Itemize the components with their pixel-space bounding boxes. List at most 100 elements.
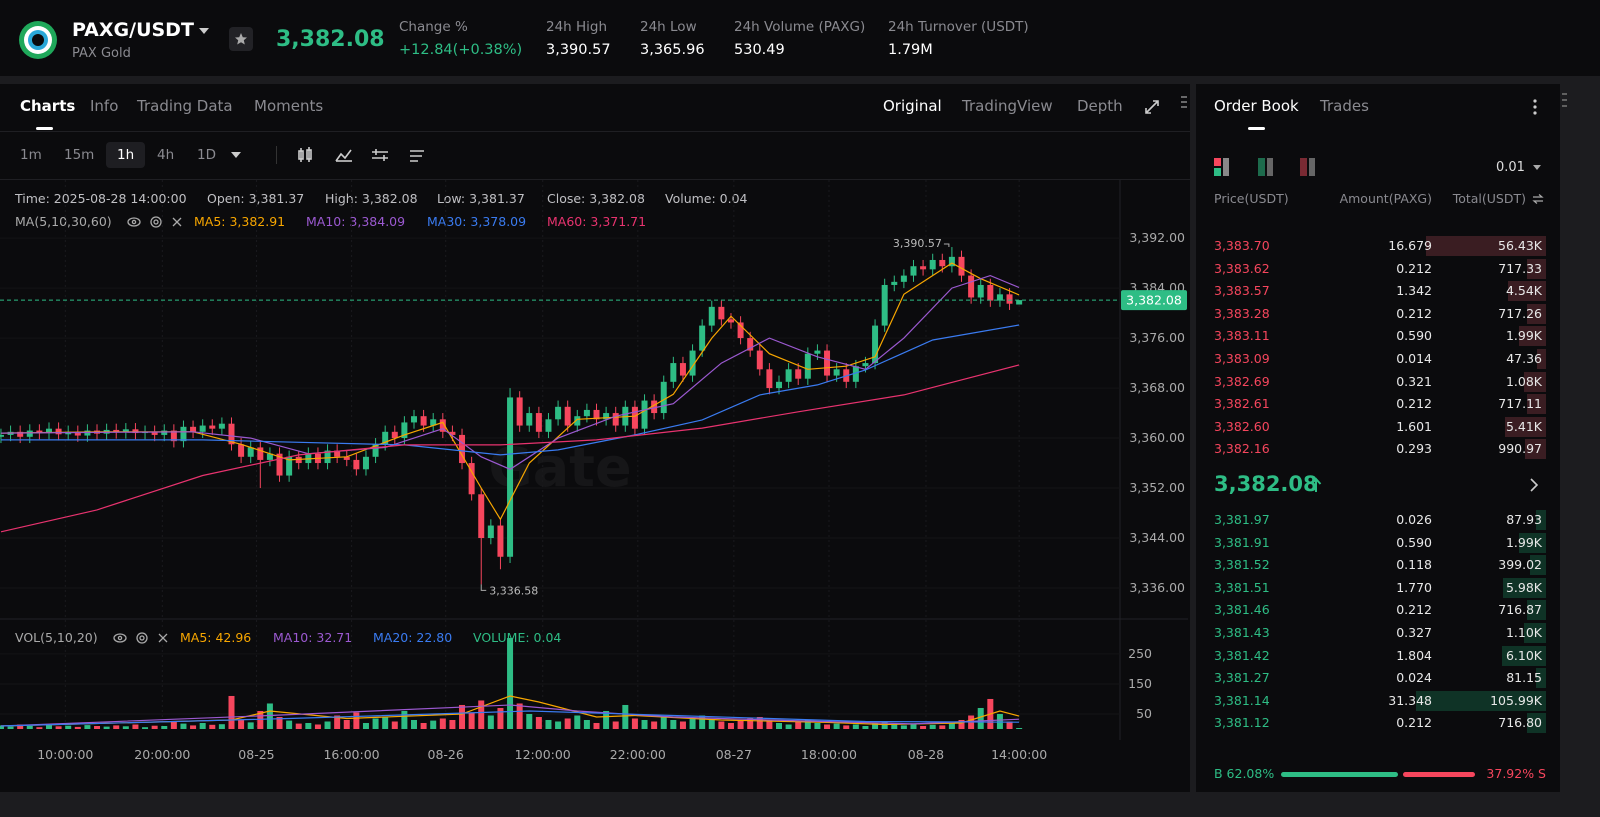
candle-body: [593, 409, 600, 420]
caret[interactable]: [198, 27, 210, 35]
tab-underline: [1248, 127, 1265, 130]
more-icon[interactable]: [1532, 98, 1538, 116]
volume-bar: [266, 703, 273, 729]
volume-bar: [26, 725, 33, 729]
candle-body: [641, 400, 648, 429]
y-tick-label: 250: [1128, 646, 1152, 661]
chevron[interactable]: [1529, 478, 1539, 492]
volume-bar: [487, 715, 494, 729]
tab[interactable]: Trading Data: [137, 97, 233, 115]
x-tick-label: 18:00:00: [801, 747, 857, 762]
book-total: 6.10K: [1505, 647, 1542, 663]
depth-bar: [1425, 236, 1546, 256]
candle-body: [286, 456, 293, 476]
tab[interactable]: Moments: [254, 97, 324, 115]
depth-bar: [1502, 645, 1546, 666]
volume-bar: [545, 719, 552, 729]
book-row: 3,383.62 0.212 717.33: [1196, 258, 1560, 280]
book-row: 3,381.52 0.118 399.02: [1196, 554, 1560, 576]
volume-bar: [17, 724, 24, 729]
depth-bar: [1535, 668, 1546, 689]
interval[interactable]: 1D: [197, 147, 216, 163]
volume-bar: [833, 723, 840, 729]
volume-bar: [0, 725, 4, 729]
volume-bar: [257, 710, 264, 729]
favorite[interactable]: [229, 27, 253, 51]
depth-bar: [1530, 555, 1546, 576]
volume-bar: [939, 725, 946, 729]
scroll-handle[interactable]: [1562, 90, 1567, 112]
candle-body: [756, 350, 763, 370]
candle-body: [497, 525, 504, 557]
stat-label: 24h Low: [640, 19, 697, 35]
volume-bar: [526, 713, 533, 729]
book-row: 3,381.42 1.804 6.10K: [1196, 645, 1560, 667]
candle-body: [535, 413, 542, 432]
volume-bar: [209, 724, 216, 729]
tab[interactable]: Info: [90, 97, 119, 115]
pair[interactable]: PAXG/USDT: [72, 19, 194, 41]
depth-bar: [1504, 416, 1546, 437]
depth-bar: [1518, 532, 1546, 553]
book-price: 3,381.42: [1214, 647, 1270, 663]
indicator-icons[interactable]: [112, 631, 172, 645]
expand-icon[interactable]: [1144, 99, 1160, 115]
view-tab[interactable]: TradingView: [962, 97, 1053, 115]
volume-bar: [74, 726, 81, 729]
candle-body: [804, 353, 811, 379]
candle-body: [190, 426, 197, 432]
depth-bar: [1502, 577, 1546, 598]
candle-body: [1006, 294, 1013, 304]
tool-icons[interactable]: [296, 146, 431, 164]
view-tab[interactable]: Original: [883, 97, 942, 115]
tab[interactable]: Trades: [1320, 97, 1369, 115]
candle-body: [478, 494, 485, 539]
ma-line: [1, 324, 1020, 456]
volume-bar: [708, 719, 715, 729]
indicator-icons[interactable]: [126, 215, 186, 229]
candle-body: [603, 413, 610, 420]
volume-bar: [324, 721, 331, 729]
interval[interactable]: 4h: [157, 147, 175, 163]
candle-body: [516, 397, 523, 426]
caret[interactable]: [230, 151, 242, 159]
candle-body: [410, 416, 417, 423]
volume-bar: [103, 726, 110, 729]
tab[interactable]: Charts: [20, 97, 76, 115]
interval[interactable]: 15m: [64, 147, 95, 163]
book-row: 3,383.57 1.342 4.54K: [1196, 280, 1560, 302]
volume-bar: [699, 715, 706, 729]
volume-bar: [65, 725, 72, 729]
interval[interactable]: 1m: [20, 147, 42, 163]
volume-bar: [958, 719, 965, 729]
caret[interactable]: [1532, 164, 1542, 171]
book-mode-icons[interactable]: [1214, 157, 1324, 177]
book-total: 1.99K: [1505, 328, 1542, 344]
candle-body: [689, 350, 696, 376]
last-price-tag: [1121, 290, 1187, 311]
precision[interactable]: 0.01: [1496, 160, 1525, 175]
swap-icon[interactable]: [1532, 194, 1544, 204]
y-tick-label: 3,344.00: [1129, 530, 1185, 545]
book-total: 1.08K: [1505, 373, 1542, 389]
volume-bar: [180, 723, 187, 729]
volume-bar: [612, 721, 619, 729]
chart: Gate3,336.003,344.003,352.003,360.003,36…: [0, 180, 1188, 762]
last-price: 3,382.08: [276, 27, 385, 52]
candle-body: [929, 259, 936, 270]
y-tick-label: 150: [1128, 676, 1152, 691]
volume-bar: [756, 716, 763, 729]
book-price: 3,382.16: [1214, 441, 1270, 457]
volume-bar: [622, 704, 629, 729]
volume-bar: [238, 719, 245, 729]
tab[interactable]: Order Book: [1214, 97, 1299, 115]
volume-bar: [113, 725, 120, 729]
volume-bar: [795, 721, 802, 729]
menu-icon[interactable]: [1180, 94, 1188, 110]
x-tick-label: 08-27: [716, 747, 752, 762]
legend-entry: MA20: 22.80: [373, 630, 453, 645]
stat-label: 24h High: [546, 19, 608, 35]
view-tab[interactable]: Depth: [1077, 97, 1123, 115]
interval[interactable]: 1h: [117, 147, 135, 163]
candle-body: [74, 431, 81, 436]
